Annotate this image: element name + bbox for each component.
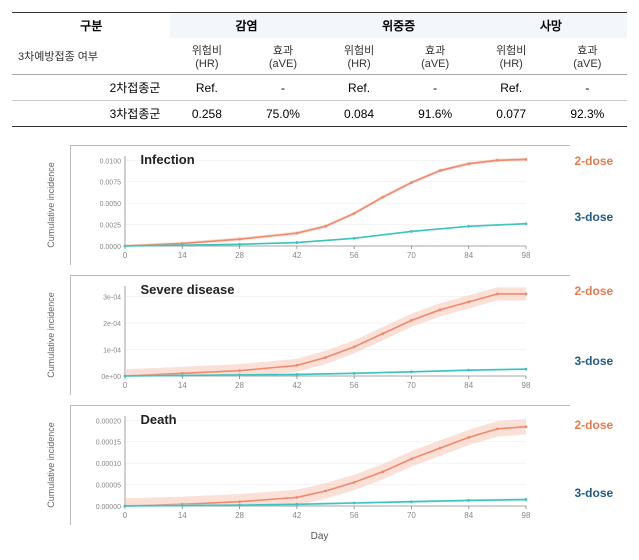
svg-text:28: 28 [235,381,244,390]
hdr-group: 구분 [12,13,170,39]
svg-text:70: 70 [406,381,415,390]
row1-label: 3차접종군 [12,101,170,127]
svg-text:0: 0 [122,251,127,260]
row0-c3: - [396,75,475,101]
chart-title: Infection [141,152,195,167]
sub-ave-2: 효과(aVE) [548,38,627,75]
y-axis-label: Cumulative incidence [46,292,56,378]
svg-text:42: 42 [292,381,301,390]
chart-2: Cumulative incidenceDeath2-dose3-dose0.0… [70,405,570,525]
svg-text:0.0075: 0.0075 [99,180,121,187]
svg-text:84: 84 [464,381,473,390]
row0-c1: - [243,75,322,101]
row1-c5: 92.3% [548,101,627,127]
table-row: 2차접종군 Ref. - Ref. - Ref. - [12,75,627,101]
series-3dose-label: 3-dose [575,210,614,224]
svg-text:1e-04: 1e-04 [103,348,121,355]
svg-text:56: 56 [349,251,358,260]
sub-ave-1: 효과(aVE) [396,38,475,75]
charts-container: Cumulative incidenceInfection2-dose3-dos… [70,145,570,542]
svg-text:0: 0 [122,381,127,390]
svg-text:0.00005: 0.00005 [95,483,120,490]
series-2dose-label: 2-dose [575,418,614,432]
svg-text:3e-04: 3e-04 [103,295,121,302]
svg-text:28: 28 [235,511,244,520]
svg-text:14: 14 [177,511,186,520]
y-axis-label: Cumulative incidence [46,162,56,248]
svg-text:56: 56 [349,511,358,520]
chart-1: Cumulative incidenceSevere disease2-dose… [70,275,570,395]
svg-text:0.00010: 0.00010 [95,461,120,468]
svg-text:0.0025: 0.0025 [99,223,121,230]
row1-c2: 0.084 [323,101,396,127]
svg-text:42: 42 [292,251,301,260]
row0-c5: - [548,75,627,101]
row1-c3: 91.6% [396,101,475,127]
svg-text:98: 98 [521,381,530,390]
sub-hr-0: 위험비(HR) [170,38,243,75]
hdr-infection: 감염 [170,13,322,39]
svg-text:0.00000: 0.00000 [95,504,120,511]
row0-c0: Ref. [170,75,243,101]
row0-c2: Ref. [323,75,396,101]
svg-text:0.00020: 0.00020 [95,418,120,425]
svg-text:42: 42 [292,511,301,520]
series-2dose-label: 2-dose [575,154,614,168]
chart-title: Death [141,412,177,427]
svg-text:0.0000: 0.0000 [99,244,121,251]
sub-ave-0: 효과(aVE) [243,38,322,75]
series-3dose-label: 3-dose [575,486,614,500]
x-axis-title: Day [70,531,570,542]
svg-text:0e+00: 0e+00 [101,374,121,381]
row0-c4: Ref. [475,75,548,101]
svg-text:70: 70 [406,511,415,520]
svg-text:84: 84 [464,511,473,520]
hdr-severe: 위중증 [323,13,475,39]
svg-text:0.0100: 0.0100 [99,158,121,165]
row1-c1: 75.0% [243,101,322,127]
series-3dose-label: 3-dose [575,354,614,368]
series-2dose-label: 2-dose [575,284,614,298]
chart-0: Cumulative incidenceInfection2-dose3-dos… [70,145,570,265]
hdr-death: 사망 [475,13,627,39]
table-row: 3차접종군 0.258 75.0% 0.084 91.6% 0.077 92.3… [12,101,627,127]
hdr-rowlabel: 3차예방접종 여부 [12,38,170,75]
svg-text:84: 84 [464,251,473,260]
svg-text:98: 98 [521,251,530,260]
svg-text:28: 28 [235,251,244,260]
svg-text:2e-04: 2e-04 [103,321,121,328]
chart-title: Severe disease [141,282,235,297]
row1-c0: 0.258 [170,101,243,127]
y-axis-label: Cumulative incidence [46,422,56,508]
sub-hr-1: 위험비(HR) [323,38,396,75]
svg-text:0: 0 [122,511,127,520]
svg-text:14: 14 [177,381,186,390]
row1-c4: 0.077 [475,101,548,127]
svg-text:56: 56 [349,381,358,390]
vaccine-effect-table: 구분 감염 위중증 사망 3차예방접종 여부 위험비(HR) 효과(aVE) 위… [12,12,627,127]
sub-hr-2: 위험비(HR) [475,38,548,75]
row0-label: 2차접종군 [12,75,170,101]
svg-text:70: 70 [406,251,415,260]
svg-text:98: 98 [521,511,530,520]
svg-text:0.00015: 0.00015 [95,440,120,447]
svg-text:0.0050: 0.0050 [99,201,121,208]
svg-text:14: 14 [177,251,186,260]
